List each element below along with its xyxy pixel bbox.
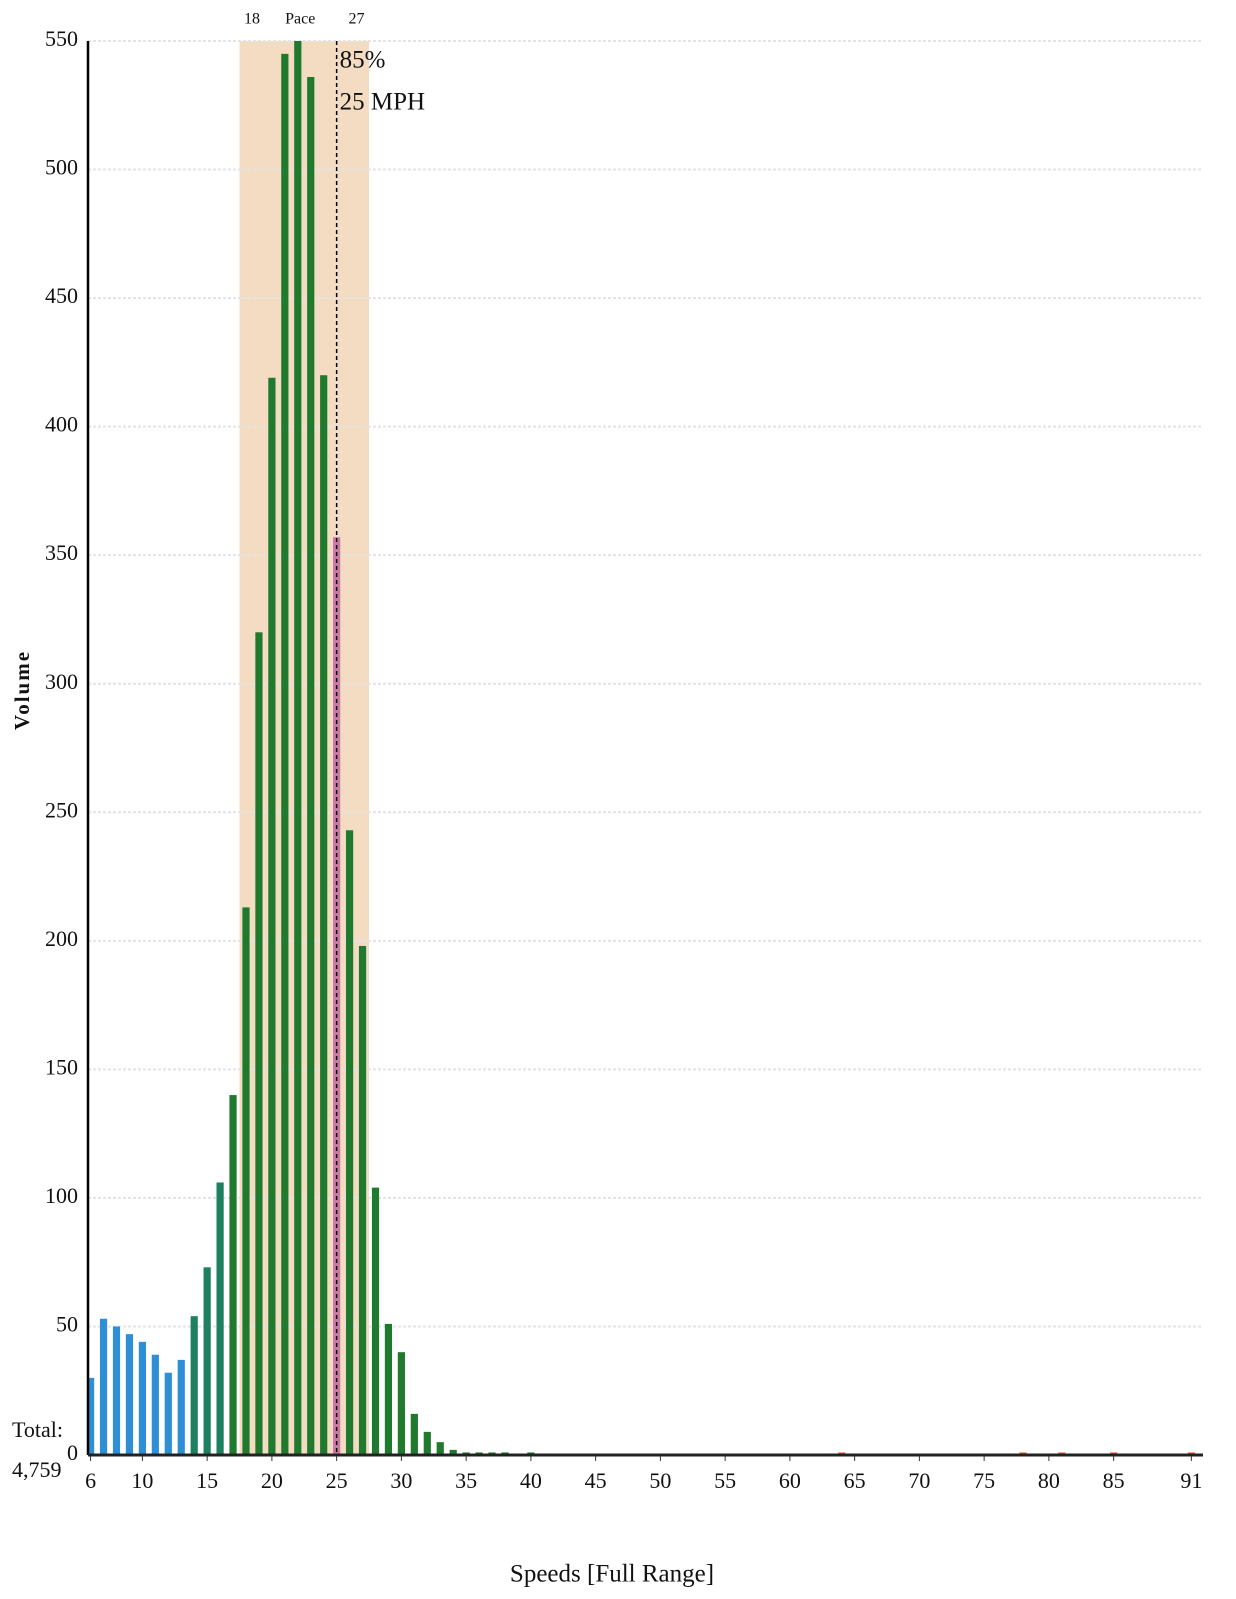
y-tick-label: 550 bbox=[45, 26, 78, 51]
bar bbox=[436, 1442, 444, 1455]
x-tick-label: 60 bbox=[779, 1468, 801, 1493]
x-tick-label: 30 bbox=[390, 1468, 412, 1493]
bar bbox=[216, 1182, 224, 1455]
x-tick-label: 50 bbox=[649, 1468, 671, 1493]
y-tick-label: 100 bbox=[45, 1183, 78, 1208]
y-tick-label: 350 bbox=[45, 540, 78, 565]
bar bbox=[294, 41, 302, 1455]
percentile-label: 85% bbox=[340, 47, 386, 74]
bar bbox=[371, 1187, 380, 1455]
bar bbox=[345, 830, 354, 1455]
y-tick-label: 250 bbox=[45, 797, 78, 822]
x-tick-label: 45 bbox=[585, 1468, 607, 1493]
bar bbox=[358, 945, 367, 1455]
bar bbox=[177, 1359, 185, 1455]
bar bbox=[410, 1413, 418, 1455]
bar bbox=[112, 1326, 121, 1455]
bar bbox=[242, 907, 250, 1455]
bar bbox=[125, 1334, 134, 1455]
bar bbox=[203, 1267, 211, 1455]
x-tick-label: 10 bbox=[131, 1468, 153, 1493]
x-tick-label: 25 bbox=[326, 1468, 348, 1493]
y-tick-label: 500 bbox=[45, 155, 78, 180]
pace-high-label: 27 bbox=[349, 11, 365, 28]
x-tick-label: 75 bbox=[973, 1468, 995, 1493]
percentile-value-label: 25 MPH bbox=[340, 89, 425, 116]
x-tick-label: 91 bbox=[1180, 1468, 1202, 1493]
y-tick-label: 150 bbox=[45, 1054, 78, 1079]
x-tick-label: 20 bbox=[261, 1468, 283, 1493]
x-tick-label: 80 bbox=[1038, 1468, 1060, 1493]
x-tick-label: 70 bbox=[908, 1468, 930, 1493]
bar bbox=[307, 76, 315, 1456]
x-tick-label: 35 bbox=[455, 1468, 477, 1493]
x-tick-label: 55 bbox=[714, 1468, 736, 1493]
bar bbox=[255, 632, 263, 1455]
bar bbox=[86, 1377, 95, 1455]
pace-low-label: 18 bbox=[244, 11, 260, 28]
y-tick-label: 50 bbox=[56, 1312, 78, 1337]
y-axis-label: Volume bbox=[10, 650, 34, 730]
x-tick-label: 6 bbox=[85, 1468, 96, 1493]
bar bbox=[190, 1316, 198, 1455]
bar bbox=[99, 1318, 108, 1455]
y-tick-label: 300 bbox=[45, 669, 78, 694]
total-label: Total: bbox=[12, 1417, 63, 1442]
bar bbox=[138, 1341, 146, 1455]
x-tick-label: 85 bbox=[1103, 1468, 1125, 1493]
pace-label: Pace bbox=[285, 11, 315, 28]
bar bbox=[164, 1372, 172, 1455]
y-tick-label: 450 bbox=[45, 283, 78, 308]
bar bbox=[384, 1323, 393, 1455]
bar bbox=[320, 375, 328, 1456]
x-axis-label: Speeds [Full Range] bbox=[510, 1561, 714, 1588]
bar bbox=[449, 1449, 457, 1455]
bar bbox=[229, 1095, 237, 1455]
y-tick-label: 200 bbox=[45, 926, 78, 951]
x-tick-label: 15 bbox=[196, 1468, 218, 1493]
y-tick-label: 0 bbox=[67, 1440, 78, 1465]
bar bbox=[423, 1431, 431, 1455]
x-tick-label: 40 bbox=[520, 1468, 542, 1493]
x-tick-label: 65 bbox=[844, 1468, 866, 1493]
total-value: 4,759 bbox=[12, 1457, 62, 1482]
bar bbox=[268, 377, 276, 1456]
y-tick-label: 400 bbox=[45, 412, 78, 437]
bar bbox=[397, 1352, 405, 1455]
bar bbox=[281, 53, 289, 1456]
bar bbox=[151, 1354, 159, 1455]
